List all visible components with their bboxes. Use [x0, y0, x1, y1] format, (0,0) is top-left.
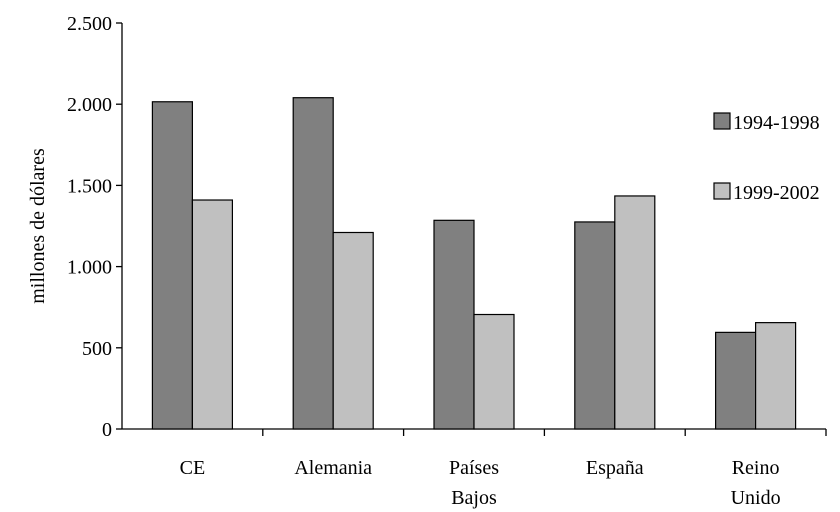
bars — [151, 97, 797, 430]
x-tick-label: Alemania — [294, 457, 372, 479]
legend-label: 1999-2002 — [733, 182, 820, 204]
y-tick-label: 0 — [102, 419, 112, 441]
bar — [574, 221, 616, 430]
legend-swatch — [713, 112, 731, 130]
x-ticks: CE Alemania Países Bajos España Reino Unido — [180, 429, 827, 509]
y-tick-label: 2.500 — [67, 13, 112, 35]
legend-swatch — [713, 182, 731, 200]
bar — [614, 195, 656, 430]
bar — [473, 313, 515, 430]
y-axis-label-group: millones de dólares — [27, 148, 49, 304]
y-tick-label: 500 — [82, 338, 112, 360]
bar — [433, 219, 475, 430]
x-tick-label: España — [586, 457, 644, 479]
y-tick-label: 1.500 — [67, 175, 112, 197]
bar — [714, 331, 757, 430]
x-tick-label: CE — [180, 457, 206, 479]
x-tick-label: Bajos — [451, 487, 497, 509]
legend: 1994-1998 1999-2002 — [713, 112, 820, 204]
bar — [151, 101, 193, 430]
bar — [332, 231, 374, 430]
legend-label: 1994-1998 — [733, 112, 820, 134]
x-tick-label: Países — [449, 457, 499, 479]
bar — [292, 97, 334, 430]
x-tick-label: Reino — [732, 457, 780, 479]
y-ticks: 0 500 1.000 1.500 2.000 2.500 — [67, 13, 122, 441]
bar — [191, 199, 233, 430]
x-tick-label: Unido — [731, 487, 781, 509]
y-tick-label: 1.000 — [67, 257, 112, 279]
bar — [754, 322, 797, 430]
y-tick-label: 2.000 — [67, 94, 112, 116]
y-axis-label: millones de dólares — [27, 148, 49, 304]
